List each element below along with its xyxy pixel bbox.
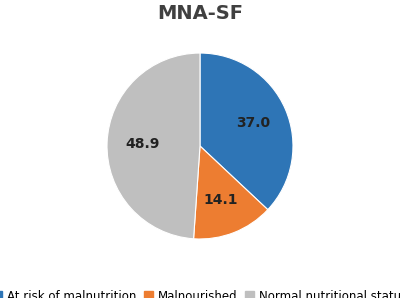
Text: 48.9: 48.9: [125, 137, 160, 151]
Wedge shape: [200, 53, 293, 210]
Title: MNA-SF: MNA-SF: [157, 4, 243, 23]
Legend: At risk of malnutrition, Malnourished, Normal nutritional status: At risk of malnutrition, Malnourished, N…: [0, 285, 400, 298]
Wedge shape: [194, 146, 268, 239]
Wedge shape: [107, 53, 200, 239]
Text: 37.0: 37.0: [236, 116, 270, 130]
Text: 14.1: 14.1: [204, 193, 238, 207]
